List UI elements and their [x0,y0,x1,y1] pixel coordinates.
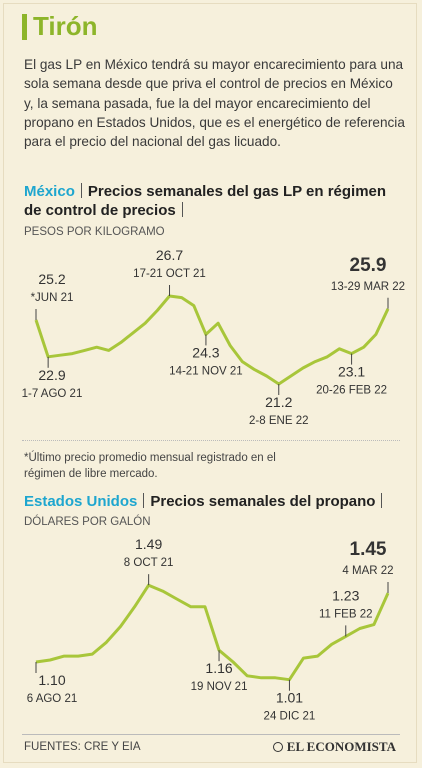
separator [143,493,145,508]
sources: FUENTES: CRE Y EIA [24,741,141,753]
value-label: 1.49 [135,536,162,552]
value-label: 1.23 [332,587,359,603]
category-label: 11 FEB 22 [319,608,373,620]
category-label: 19 NOV 21 [191,681,248,693]
category-label: *JUN 21 [31,292,74,304]
separator [181,202,183,217]
divider [22,440,400,441]
category-label: 1-7 AGO 21 [22,388,83,400]
chart-heading: Estados Unidos Precios semanales del prop… [24,492,404,532]
frame [3,3,417,763]
value-label: 1.10 [38,672,65,688]
category-label: 4 MAR 22 [342,565,393,577]
value-label: 22.9 [38,367,65,383]
chart-title: Precios semanales del propano [150,493,376,510]
title-bar [22,14,27,40]
value-label: 1.45 [350,539,387,560]
line [34,294,390,386]
category-label: 6 AGO 21 [27,693,78,705]
category-label: 8 OCT 21 [124,557,174,569]
value-label: 21.2 [265,394,292,410]
footnote: *Último precio promedio mensual registra… [24,452,276,480]
category-label: 13-29 MAR 22 [331,281,405,293]
value-label: 1.01 [276,690,303,706]
category-label: 17-21 OCT 21 [133,268,206,280]
line [35,583,390,682]
category-label: 2-8 ENE 22 [249,415,308,427]
chart-heading: México Precios semanales del gas LP en ré… [24,182,404,220]
value-label: 25.2 [38,271,65,287]
divider [22,734,400,735]
separator [381,493,383,508]
unit: PESOS POR KILOGRAMO [24,226,165,238]
logo: EL ECONOMISTA [272,739,396,755]
value-label: 25.9 [350,255,387,276]
logo-icon [272,742,283,752]
title: Tirón [33,11,98,41]
separator [80,183,82,198]
value-label: 24.3 [192,344,219,360]
category-label: 20-26 FEB 22 [316,385,387,397]
logo-text: EL ECONOMISTA [286,739,396,754]
country: Estados Unidos [24,493,138,510]
category-label: 14-21 NOV 21 [169,365,243,377]
unit: DÓLARES POR GALÓN [24,516,151,528]
category-label: 24 DIC 21 [264,711,316,723]
chart-title: Precios semanales del gas LP en régimen … [24,183,387,219]
country: México [24,183,75,200]
value-label: 1.16 [205,660,232,676]
value-label: 26.7 [156,247,183,263]
intro: El gas LP en México tendrá su mayor enca… [24,57,405,150]
value-label: 23.1 [338,364,365,380]
